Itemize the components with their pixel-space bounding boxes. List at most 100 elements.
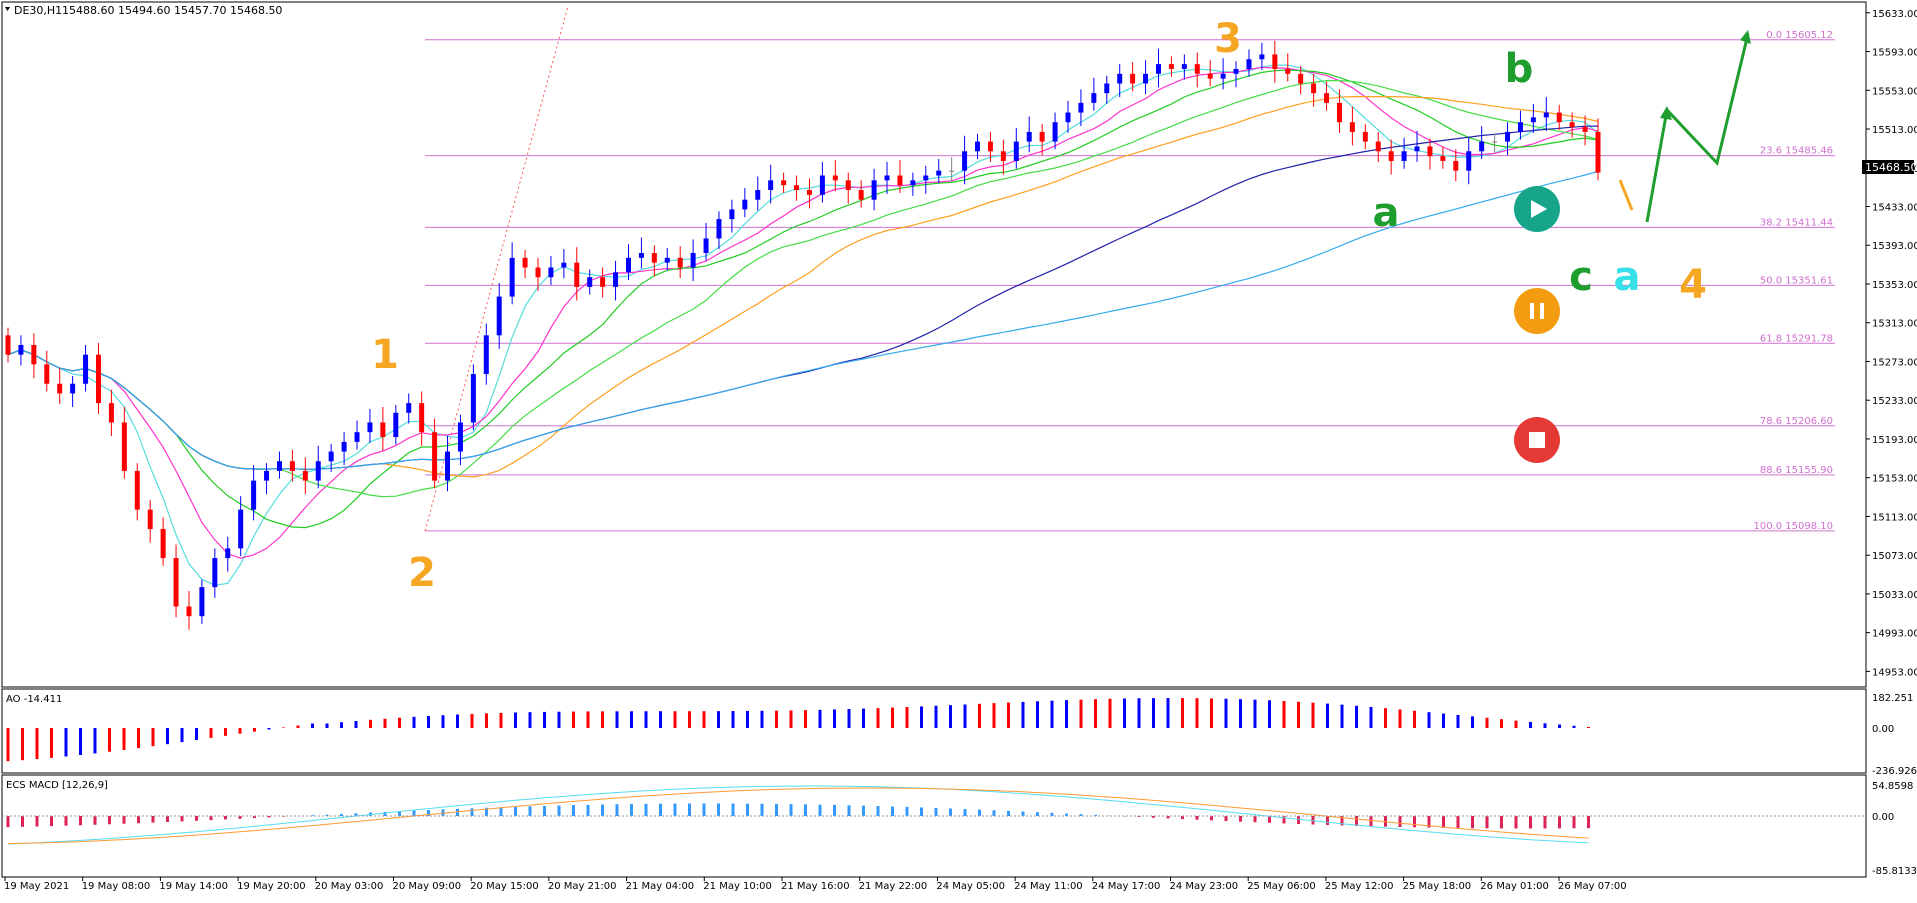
price-tick-label: 15033.00 [1872,590,1917,601]
candle-body [212,558,218,588]
moving-average-line [7,69,1599,529]
candle-body [57,383,63,394]
wave-label: a [1614,254,1641,300]
candlesticks [5,40,1601,630]
candle-body [1026,131,1032,142]
fib-label: 78.6 15206.60 [1760,416,1833,427]
candle-body [276,461,282,471]
time-tick-label: 20 May 03:00 [315,881,384,892]
price-tick-label: 15193.00 [1872,435,1917,446]
candle-body [1388,151,1394,161]
candle-body [509,257,515,297]
candle-body [1324,93,1330,103]
candle-body [238,509,244,549]
candle-body [1298,73,1304,84]
chevron-down-icon[interactable] [5,7,10,11]
candle-body [83,354,89,384]
ao-histogram [6,698,1590,762]
time-tick-label: 19 May 2021 [4,881,69,892]
candle-body [1194,64,1200,74]
candle-body [1517,122,1523,132]
candle-body [962,151,968,171]
candle-body [1117,73,1123,84]
candle-body [574,262,580,287]
time-tick-label: 24 May 11:00 [1014,881,1083,892]
price-tick-label: 14993.00 [1872,629,1917,640]
price-tick-label: 15313.00 [1872,319,1917,330]
candle-body [690,252,696,268]
candle-body [121,422,127,471]
candle-body [664,257,670,263]
candle-body [1220,73,1226,79]
candle-body [1492,141,1498,143]
price-tick-label: 15513.00 [1872,125,1917,136]
candle-body [651,252,657,263]
time-tick-label: 21 May 16:00 [781,881,850,892]
current-price-box [1862,160,1914,174]
fib-label: 38.2 15411.44 [1760,217,1833,228]
time-tick-label: 20 May 21:00 [548,881,617,892]
candle-body [1168,64,1174,69]
arrow-head [1740,30,1751,44]
candle-body [1569,122,1575,128]
wave-label: b [1505,46,1534,92]
time-tick-label: 26 May 01:00 [1480,881,1549,892]
candle-body [225,548,231,559]
price-tick-label: 14953.00 [1872,667,1917,678]
price-axis: 15633.0015593.0015553.0015513.0015473.00… [1866,9,1917,678]
forecast-arrow [1645,33,1750,223]
candle-body [1143,73,1149,84]
price-tick-label: 15633.00 [1872,9,1917,20]
candle-body [432,432,438,481]
candle-body [1401,151,1407,161]
candle-body [406,403,412,413]
wave-label: 4 [1679,262,1707,308]
candle-body [794,185,800,191]
macd-title: ECS MACD [12,26,9] [6,780,108,791]
candle-body [445,451,451,481]
candle-body [1543,112,1549,118]
time-tick-label: 19 May 20:00 [237,881,306,892]
time-tick-label: 19 May 14:00 [159,881,228,892]
time-tick-label: 21 May 22:00 [859,881,928,892]
candle-body [535,267,541,278]
fib-label: 61.8 15291.78 [1760,333,1833,344]
candle-body [884,175,890,181]
candle-body [806,190,812,195]
forecast-arrow [1618,179,1634,211]
ao-axis: 182.251 0.00 -236.926 [1872,693,1917,777]
candle-body [1233,68,1239,74]
candle-body [1246,59,1252,69]
candle-body [1285,68,1291,74]
moving-average-line [7,66,1599,559]
price-tick-label: 15433.00 [1872,202,1917,213]
candle-body [1595,131,1601,173]
moving-averages [7,64,1599,586]
wave-label: c [1569,254,1593,300]
candle-body [1414,146,1420,152]
candle-body [923,175,929,181]
ao-panel-frame [1,688,1867,774]
candle-body [613,272,619,287]
time-tick-label: 19 May 08:00 [82,881,151,892]
macd-panel-frame [1,774,1867,878]
candle-body [199,587,205,617]
candle-body [522,257,528,268]
candle-body [587,277,593,287]
candle-body [832,175,838,181]
candle-body [1505,131,1511,142]
wave-label: a [1373,190,1400,236]
candle-body [755,190,761,200]
price-tick-label: 15353.00 [1872,280,1917,291]
candle-body [1556,112,1562,123]
time-tick-label: 21 May 10:00 [703,881,772,892]
stop-icon [1514,417,1560,463]
candle-body [600,277,606,287]
candle-body [393,412,399,438]
candle-body [31,345,37,365]
candle-body [328,451,334,462]
macd-axis: 54.8598 0.00 -85.8133 [1872,781,1917,877]
candle-body [1091,93,1097,103]
